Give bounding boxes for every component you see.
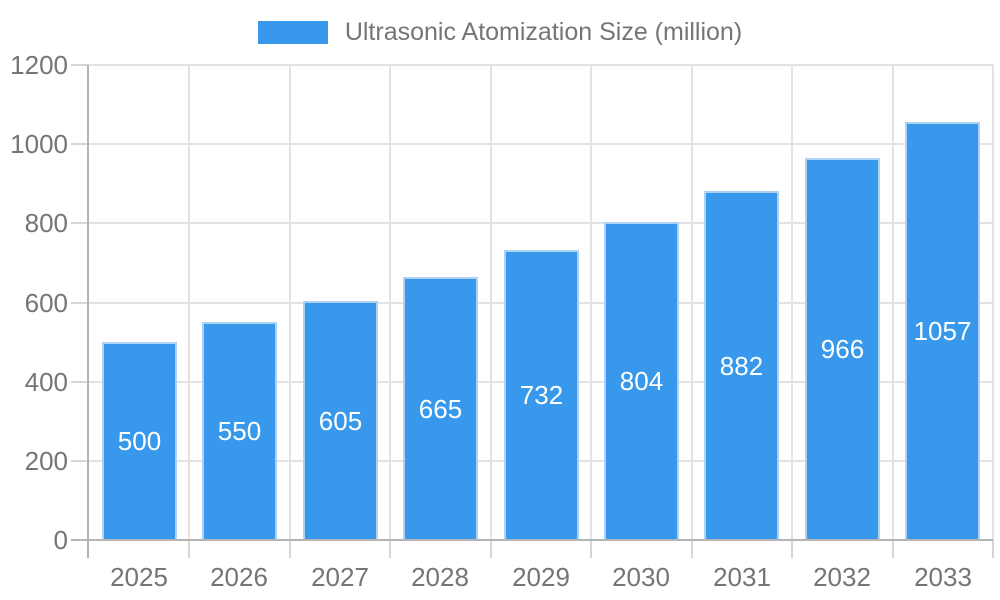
y-axis-tick xyxy=(71,460,89,462)
v-gridline xyxy=(590,65,592,540)
v-gridline xyxy=(892,65,894,540)
y-axis-label: 800 xyxy=(24,208,68,238)
y-axis-tick xyxy=(71,302,89,304)
v-gridline xyxy=(791,65,793,540)
h-gridline xyxy=(89,143,993,145)
x-axis-tick xyxy=(992,540,994,558)
x-axis-tick xyxy=(490,540,492,558)
y-axis-tick xyxy=(71,381,89,383)
x-axis-tick xyxy=(389,540,391,558)
bar[interactable] xyxy=(704,191,779,540)
y-axis-label: 600 xyxy=(24,288,68,318)
bar[interactable] xyxy=(805,158,880,540)
y-axis-label: 400 xyxy=(24,367,68,397)
legend[interactable]: Ultrasonic Atomization Size (million) xyxy=(0,16,1000,48)
x-axis-line xyxy=(71,539,993,541)
x-axis-tick xyxy=(892,540,894,558)
bar[interactable] xyxy=(905,122,980,540)
h-gridline xyxy=(89,64,993,66)
y-axis-tick xyxy=(71,64,89,66)
x-axis-tick xyxy=(791,540,793,558)
h-gridline xyxy=(89,222,993,224)
v-gridline xyxy=(992,65,994,540)
bar[interactable] xyxy=(604,222,679,540)
v-gridline xyxy=(289,65,291,540)
v-gridline xyxy=(188,65,190,540)
legend-swatch-icon xyxy=(257,20,328,44)
v-gridline xyxy=(389,65,391,540)
y-axis-line xyxy=(87,65,89,558)
v-gridline xyxy=(490,65,492,540)
x-axis-tick xyxy=(590,540,592,558)
x-axis-tick xyxy=(691,540,693,558)
bar[interactable] xyxy=(504,250,579,540)
y-axis-label: 200 xyxy=(24,446,68,476)
x-axis-label: 2028 xyxy=(411,562,469,592)
bar[interactable] xyxy=(202,322,277,540)
y-axis-label: 1000 xyxy=(10,129,68,159)
bar[interactable] xyxy=(102,342,177,540)
x-axis-label: 2032 xyxy=(813,562,871,592)
x-axis-label: 2031 xyxy=(713,562,771,592)
bar[interactable] xyxy=(303,301,378,540)
x-axis-label: 2030 xyxy=(612,562,670,592)
x-axis-label: 2027 xyxy=(311,562,369,592)
v-gridline xyxy=(691,65,693,540)
x-axis-label: 2029 xyxy=(512,562,570,592)
y-axis-label: 1200 xyxy=(10,50,68,80)
x-axis-label: 2025 xyxy=(110,562,168,592)
bar[interactable] xyxy=(403,277,478,540)
y-axis-label: 0 xyxy=(53,525,68,555)
y-axis-tick xyxy=(71,143,89,145)
legend-label: Ultrasonic Atomization Size (million) xyxy=(344,17,743,46)
y-axis-tick xyxy=(71,222,89,224)
x-axis-label: 2033 xyxy=(914,562,972,592)
x-axis-tick xyxy=(188,540,190,558)
x-axis-label: 2026 xyxy=(210,562,268,592)
x-axis-tick xyxy=(289,540,291,558)
